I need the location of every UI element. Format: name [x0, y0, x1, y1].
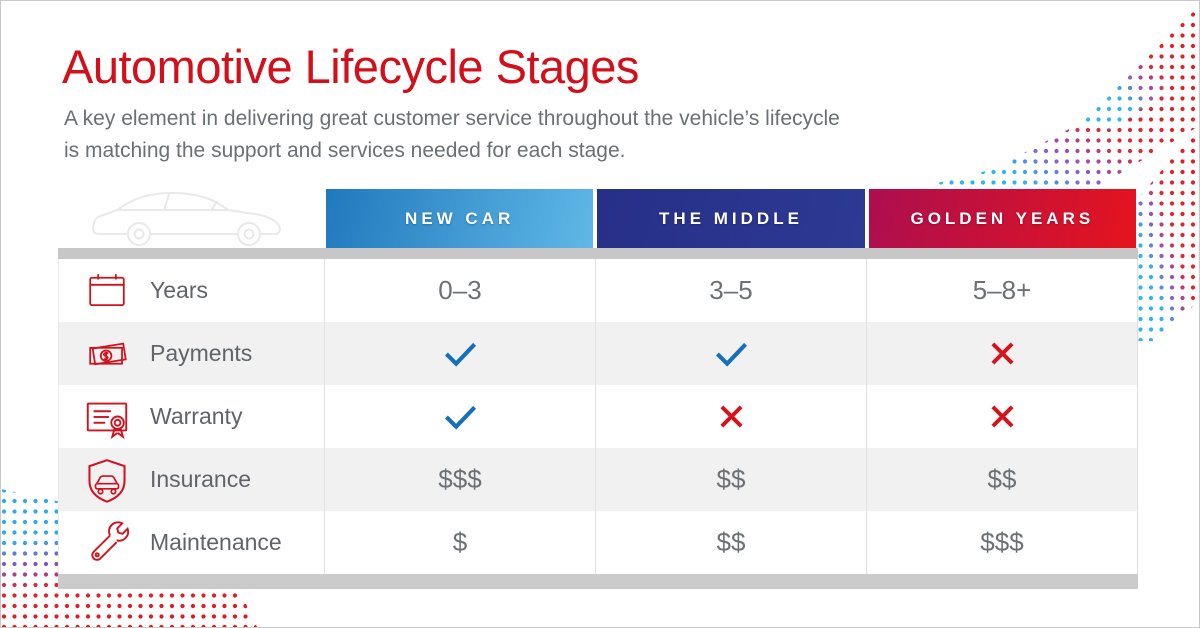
sedan-outline-icon — [92, 191, 282, 246]
row-label: Insurance — [150, 466, 252, 492]
column-header-the-middle: THE MIDDLE — [597, 189, 865, 248]
table-value-cell: 0–3 — [324, 259, 595, 322]
table-value-cell — [595, 385, 866, 448]
row-label: Warranty — [150, 403, 243, 429]
check-icon — [715, 342, 747, 367]
subtitle-line-2: is matching the support and services nee… — [64, 139, 626, 162]
table-row: Years 0–3 3–5 5–8+ — [59, 259, 1137, 322]
table-bottom-strip — [58, 574, 1138, 589]
page-title: Automotive Lifecycle Stages — [62, 40, 639, 93]
warranty-icon — [81, 391, 133, 443]
row-label-cell: Years — [59, 259, 324, 322]
check-icon — [444, 405, 476, 430]
cross-icon — [990, 405, 1014, 428]
row-label-cell: Maintenance — [59, 511, 324, 574]
dots-top-right-decoration — [872, 6, 1199, 341]
table-value-cell: $ — [324, 511, 595, 574]
table-row: Warranty — [59, 385, 1137, 448]
subtitle-line-1: A key element in delivering great custom… — [64, 107, 840, 130]
maintenance-icon — [81, 517, 133, 569]
table-value-cell: $$ — [595, 511, 866, 574]
table-value-cell — [866, 385, 1137, 448]
column-header-new-car: NEW CAR — [326, 189, 594, 248]
table-value-cell — [866, 322, 1137, 385]
row-label: Maintenance — [150, 529, 282, 555]
table-value-cell: 3–5 — [595, 259, 866, 322]
table-value-cell: $$$ — [324, 448, 595, 511]
column-header-golden-years: GOLDEN YEARS — [868, 189, 1136, 248]
table-value-cell: $$$ — [866, 511, 1137, 574]
lifecycle-table: NEW CAR THE MIDDLE GOLDEN YEARS Years 0–3… — [58, 189, 1138, 589]
row-label-cell: Warranty — [59, 385, 324, 448]
table-header-row: NEW CAR THE MIDDLE GOLDEN YEARS — [58, 189, 1138, 248]
table-row: Insurance $$$ $$ $$ — [59, 448, 1137, 511]
check-icon — [444, 342, 476, 367]
row-label-cell: Insurance — [59, 448, 324, 511]
table-value-cell — [324, 322, 595, 385]
calendar-icon — [81, 265, 133, 317]
header-shadow-strip — [58, 248, 1138, 259]
header-spacer — [58, 189, 324, 248]
row-label-cell: Payments — [59, 322, 324, 385]
cross-icon — [990, 342, 1014, 365]
payments-icon — [81, 328, 133, 380]
insurance-icon — [81, 454, 133, 506]
table-row: Payments — [59, 322, 1137, 385]
cross-icon — [719, 405, 743, 428]
table-value-cell: $$ — [595, 448, 866, 511]
row-label: Years — [150, 277, 208, 303]
table-body: Years 0–3 3–5 5–8+ Payments Warranty Insurance… — [58, 259, 1138, 574]
table-value-cell — [324, 385, 595, 448]
row-label: Payments — [150, 340, 253, 366]
table-row: Maintenance $ $$ $$$ — [59, 511, 1137, 574]
table-value-cell — [595, 322, 866, 385]
table-value-cell: 5–8+ — [866, 259, 1137, 322]
table-value-cell: $$ — [866, 448, 1137, 511]
page-subtitle: A key element in delivering great custom… — [64, 103, 840, 167]
